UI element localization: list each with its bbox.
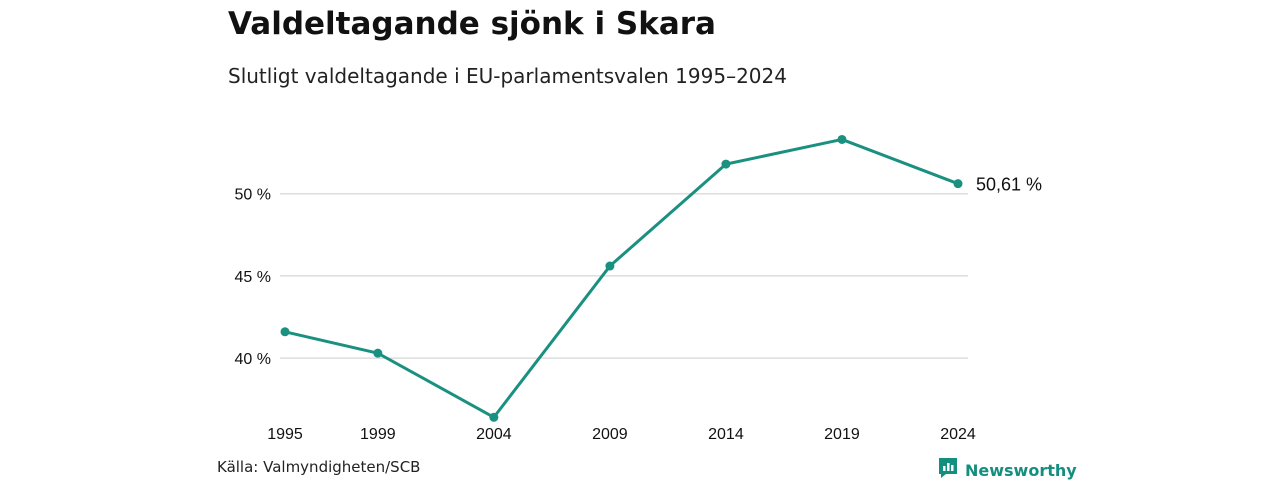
chart-subtitle: Slutligt valdeltagande i EU-parlamentsva…: [228, 64, 787, 88]
y-tick-label: 40 %: [235, 351, 271, 368]
x-tick-label: 2009: [592, 426, 628, 443]
data-point: [837, 134, 847, 144]
newsworthy-logo-icon: [937, 456, 959, 484]
y-axis-ticks: 40 % 45 % 50 %: [235, 187, 271, 368]
data-point: [489, 412, 499, 422]
series-line: [283, 137, 960, 419]
end-value-label: 50,61 %: [976, 175, 1042, 195]
data-point: [953, 179, 963, 189]
data-point: [373, 348, 383, 358]
x-tick-label: 1999: [360, 426, 396, 443]
chart-title: Valdeltagande sjönk i Skara: [228, 6, 716, 42]
x-axis-ticks: 1995 1999 2004 2009 2014 2019 2024: [267, 426, 976, 443]
grid-lines: [280, 192, 968, 359]
x-tick-label: 2014: [708, 426, 744, 443]
y-tick-label: 50 %: [235, 187, 271, 204]
x-tick-label: 2019: [824, 426, 860, 443]
x-tick-label: 2004: [476, 426, 512, 443]
data-point: [280, 327, 290, 337]
source-note: Källa: Valmyndigheten/SCB: [217, 458, 421, 476]
data-point: [605, 261, 615, 271]
data-point: [721, 159, 731, 169]
brand-logo[interactable]: Newsworthy: [937, 456, 1077, 484]
series-group: 50,61 %: [280, 134, 1042, 422]
x-tick-label: 1995: [267, 426, 303, 443]
brand-name: Newsworthy: [965, 460, 1077, 480]
y-tick-label: 45 %: [235, 269, 271, 286]
x-tick-label: 2024: [940, 426, 976, 443]
